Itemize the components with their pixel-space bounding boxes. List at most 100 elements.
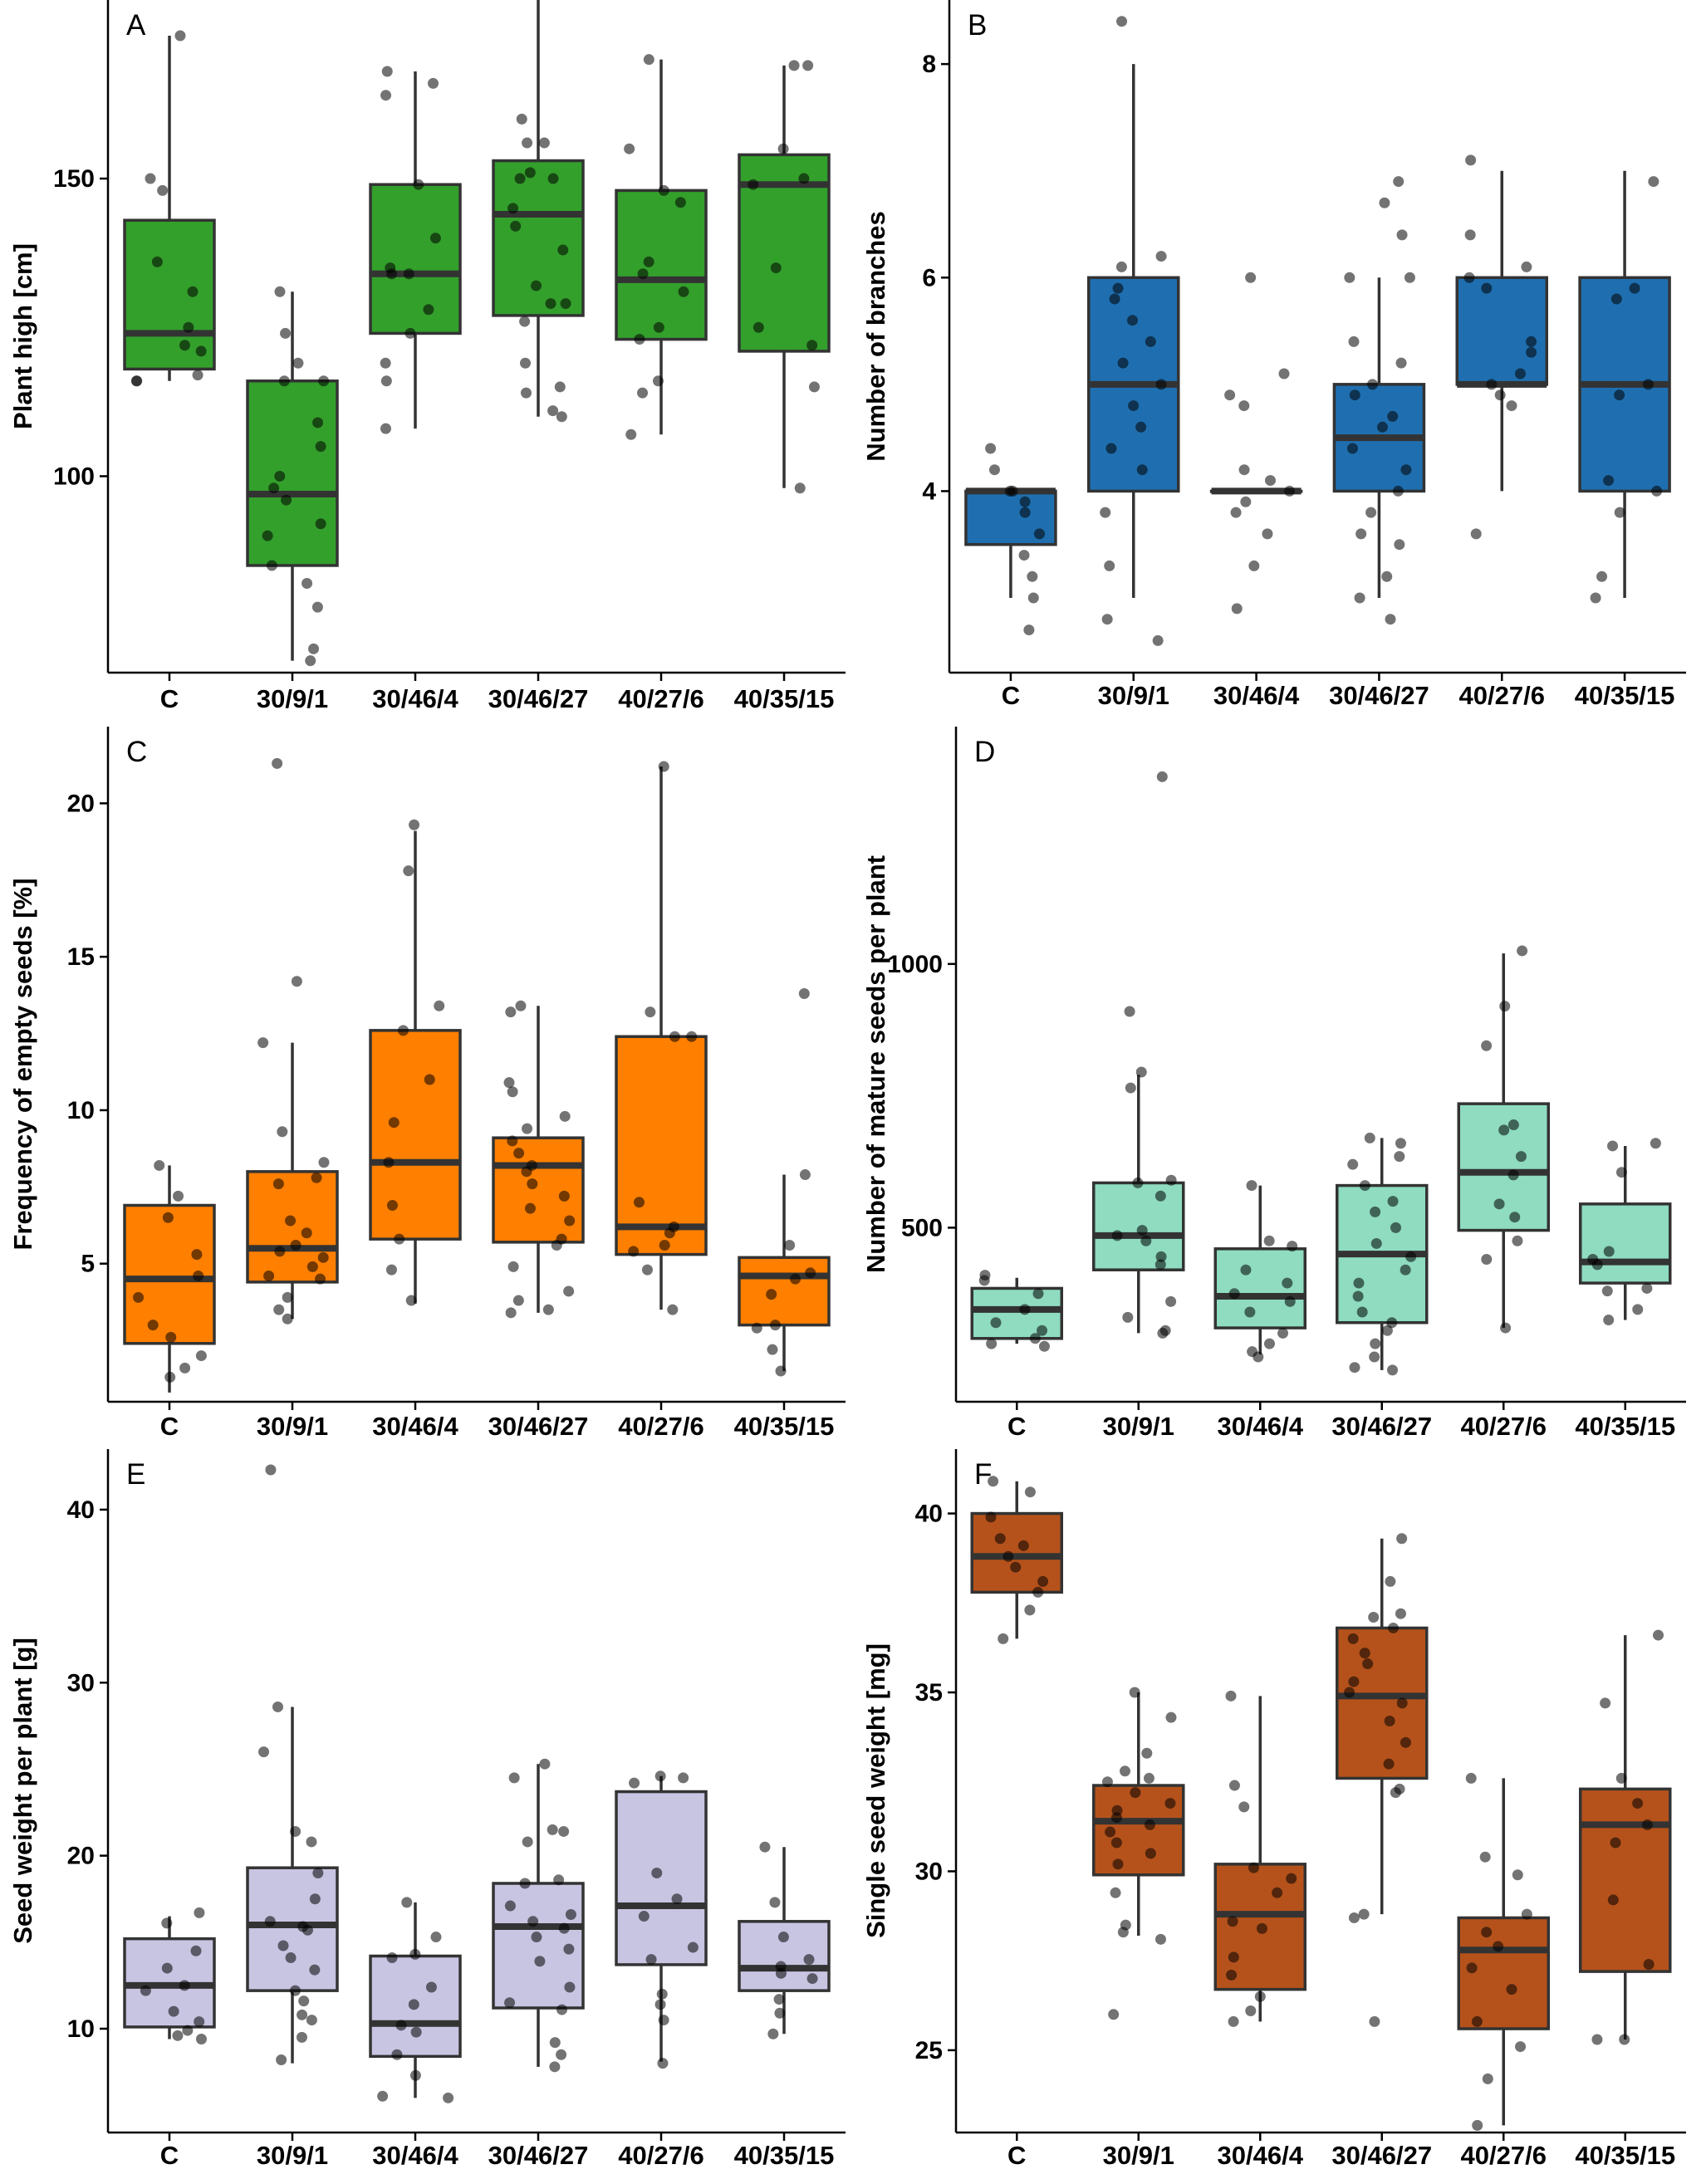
data-point (1481, 1927, 1493, 1938)
data-point (377, 2090, 389, 2102)
data-point (1226, 1969, 1238, 1981)
data-point (507, 1086, 518, 1098)
data-point (1400, 464, 1412, 476)
data-point (1387, 1622, 1399, 1633)
data-point (1394, 539, 1405, 551)
data-point (410, 2026, 422, 2038)
data-point (278, 375, 290, 387)
data-point (1278, 368, 1290, 380)
data-point (658, 184, 669, 196)
data-point (258, 1746, 270, 1758)
data-point (1272, 1887, 1283, 1898)
box-group (1332, 176, 1426, 625)
data-point (274, 1246, 286, 1257)
data-point (391, 2049, 403, 2060)
panel-letter: A (126, 9, 146, 42)
data-point (131, 375, 143, 387)
data-point (1601, 1285, 1613, 1297)
data-point (409, 2069, 421, 2081)
data-point (315, 441, 326, 453)
box-group (492, 1758, 585, 2073)
data-point (289, 1985, 301, 1996)
data-point (554, 381, 566, 393)
data-point (678, 286, 689, 297)
box-group (1457, 945, 1550, 1334)
data-point (504, 1900, 516, 1912)
data-point (1017, 1540, 1029, 1551)
data-point (311, 601, 323, 613)
y-tick-label: 6 (922, 264, 936, 291)
data-point (290, 1825, 301, 1837)
data-point (1245, 2005, 1257, 2016)
data-point (769, 1897, 781, 1908)
box-iqr (615, 1035, 708, 1256)
data-point (1493, 1198, 1505, 1210)
data-point (1481, 1254, 1493, 1266)
box-iqr (1336, 1626, 1429, 1780)
data-point (547, 405, 559, 417)
data-point (172, 2030, 184, 2041)
data-point (1037, 1575, 1049, 1587)
data-point (1400, 1264, 1411, 1276)
data-point (519, 1878, 531, 1889)
data-point (1395, 357, 1407, 369)
category-label: 40/35/15 (734, 2141, 835, 2170)
category-label: 30/9/1 (257, 2141, 328, 2170)
data-point (168, 2005, 179, 2017)
data-point (652, 375, 664, 387)
data-point (1370, 1237, 1382, 1249)
data-point (1498, 1124, 1510, 1136)
box-group (1457, 1772, 1550, 2131)
data-point (1284, 1295, 1296, 1307)
data-point (1610, 1837, 1621, 1849)
data-point (1596, 570, 1608, 582)
data-point (516, 113, 527, 125)
data-point (277, 1126, 288, 1138)
y-tick-label: 30 (67, 1669, 95, 1697)
data-point (1651, 485, 1663, 497)
data-point (1512, 1869, 1523, 1881)
data-point (308, 643, 320, 654)
box-iqr (970, 1511, 1063, 1594)
box-iqr (246, 1170, 339, 1284)
data-point (1282, 1277, 1293, 1289)
data-point (161, 1962, 173, 1974)
box-group (492, 0, 585, 423)
data-point (767, 1344, 778, 1355)
data-point (1614, 507, 1625, 518)
data-point (1019, 1304, 1031, 1315)
data-point (1352, 1290, 1364, 1302)
data-point (190, 1945, 202, 1956)
data-point (667, 1304, 679, 1315)
data-point (1101, 1776, 1113, 1788)
data-point (1385, 614, 1396, 625)
category-label: C (160, 2141, 179, 2170)
data-point (1032, 1288, 1044, 1300)
box-group (1087, 16, 1180, 646)
data-point (151, 256, 163, 267)
data-point (312, 1867, 324, 1878)
data-point (1641, 1282, 1653, 1294)
y-tick-label: 8 (922, 51, 936, 78)
data-point (1254, 1991, 1266, 2002)
data-point (789, 1273, 801, 1285)
data-point (678, 1772, 689, 1784)
data-point (1396, 229, 1408, 241)
y-tick-label: 4 (922, 477, 936, 505)
data-point (394, 1233, 405, 1245)
data-point (1344, 272, 1355, 283)
data-point (1515, 1151, 1527, 1163)
data-point (401, 1897, 413, 1908)
data-point (1287, 1241, 1298, 1252)
data-point (773, 1994, 785, 2005)
category-label: 30/46/27 (1331, 1412, 1432, 1441)
data-point (988, 1476, 999, 1487)
data-point (1481, 1040, 1493, 1051)
data-point (1506, 400, 1517, 412)
data-point (521, 1166, 532, 1178)
data-point (527, 1178, 538, 1190)
data-point (634, 1197, 645, 1208)
data-point (513, 1148, 525, 1159)
box-iqr (1092, 1181, 1185, 1271)
